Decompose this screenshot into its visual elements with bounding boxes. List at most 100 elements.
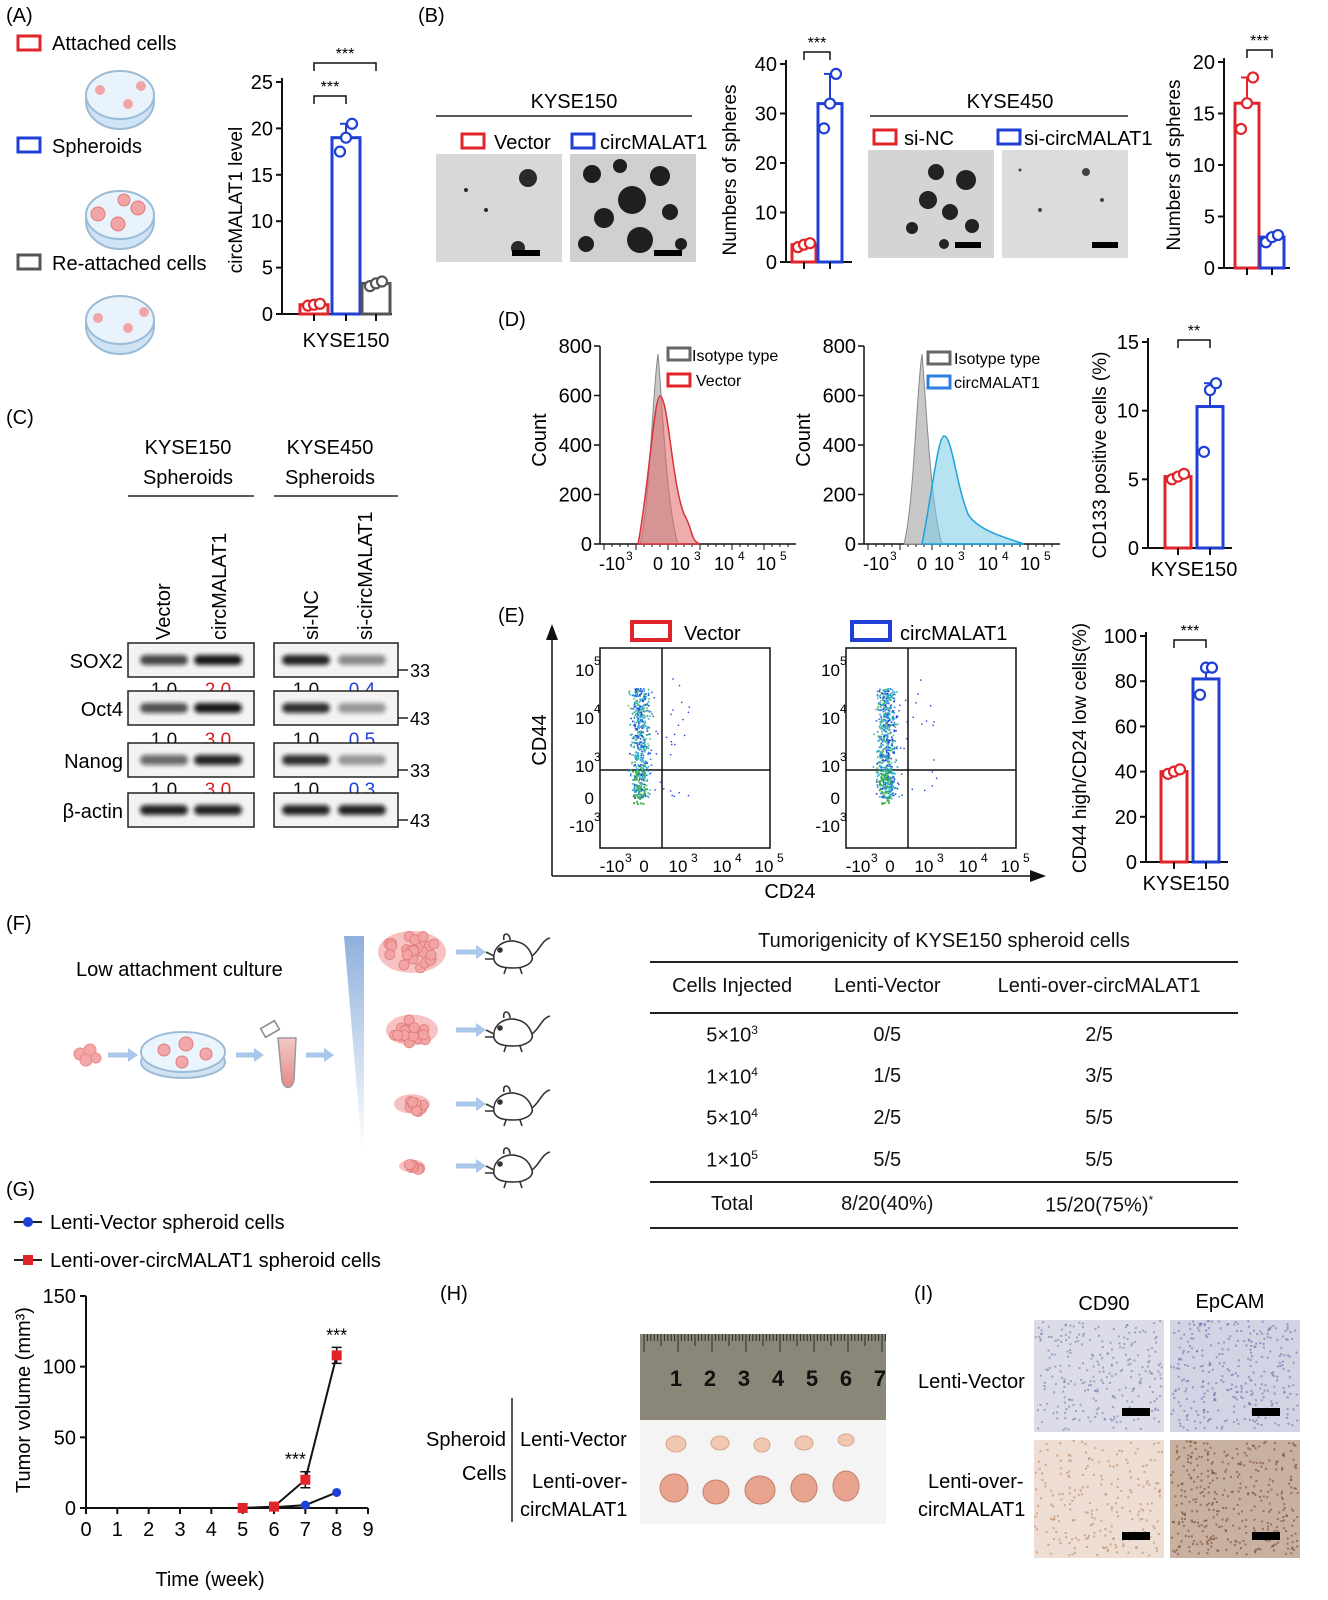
ihc-speck	[1202, 1495, 1205, 1498]
blot-band	[140, 655, 188, 665]
event-dot	[879, 754, 881, 757]
ihc-speck	[1295, 1351, 1298, 1354]
ihc-speck	[1280, 1496, 1283, 1499]
ihc-speck	[1039, 1374, 1042, 1377]
event-dot	[671, 743, 673, 746]
ihc-speck	[1207, 1320, 1210, 1323]
ihc-speck	[1170, 1413, 1173, 1416]
ihc-speck	[1250, 1509, 1253, 1512]
ihc-speck	[1236, 1322, 1239, 1325]
ihc-speck	[1064, 1323, 1067, 1326]
event-dot	[875, 720, 878, 722]
spheroid-cell	[398, 959, 410, 971]
event-dot	[641, 746, 643, 749]
spheroid-cell	[411, 1105, 422, 1117]
svg-text:4: 4	[981, 851, 988, 865]
event-dot	[634, 691, 636, 693]
event-dot	[875, 770, 878, 773]
ihc-speck	[1140, 1508, 1143, 1511]
event-dot	[885, 756, 888, 759]
event-dot	[647, 688, 650, 691]
ihc-speck	[1221, 1425, 1224, 1428]
svg-text:4: 4	[840, 702, 847, 716]
ihc-speck	[1067, 1355, 1070, 1358]
ihc-speck	[1072, 1403, 1075, 1406]
table-row: 5×103 0/5 2/5	[706, 1023, 1114, 1047]
event-dot	[889, 746, 891, 749]
ihc-speck	[1259, 1342, 1262, 1345]
ihc-speck	[1065, 1339, 1068, 1342]
ihc-speck	[1172, 1549, 1175, 1552]
event-dot	[886, 690, 888, 693]
ihc-speck	[1058, 1538, 1061, 1541]
ihc-speck	[1178, 1346, 1181, 1349]
ihc-speck	[1142, 1509, 1145, 1512]
ihc-speck	[1193, 1323, 1196, 1326]
ihc-speck	[1207, 1327, 1210, 1330]
hist-tick-label: 400	[559, 435, 592, 457]
ihc-speck	[1068, 1492, 1071, 1495]
dot-y-tick: 10	[821, 661, 840, 680]
ihc-speck	[1153, 1400, 1156, 1403]
event-dot	[884, 703, 886, 705]
ihc-speck	[1213, 1392, 1216, 1395]
event-dot	[883, 715, 885, 718]
ihc-speck	[1123, 1336, 1126, 1339]
ihc-speck	[1205, 1329, 1208, 1332]
ruler-number: 5	[806, 1366, 818, 1391]
ihc-speck	[1159, 1373, 1162, 1376]
event-dot	[878, 761, 880, 763]
event-dot	[889, 791, 891, 794]
event-dot	[644, 779, 646, 782]
ihc-speck	[1195, 1458, 1198, 1461]
event-dot	[889, 723, 892, 726]
event-dot	[893, 780, 895, 783]
event-dot	[892, 794, 895, 797]
ihc-speck	[1286, 1537, 1289, 1540]
ihc-speck	[1089, 1524, 1092, 1527]
event-dot	[880, 766, 883, 769]
event-dot	[877, 740, 880, 743]
event-dot	[663, 788, 665, 790]
spheroid-cell	[425, 949, 437, 961]
chart-tick-label: 40	[1115, 762, 1137, 784]
event-dot	[642, 779, 645, 782]
ihc-speck	[1215, 1501, 1218, 1504]
hist-x-tick: 0	[653, 554, 663, 574]
event-dot	[886, 726, 888, 728]
ihc-speck	[1289, 1486, 1292, 1489]
event-dot	[888, 741, 890, 744]
event-dot	[883, 729, 886, 732]
event-dot	[880, 755, 882, 758]
ihc-speck	[1054, 1365, 1057, 1368]
ihc-speck	[1256, 1332, 1259, 1335]
ihc-speck	[1179, 1424, 1182, 1427]
event-dot	[895, 758, 897, 761]
ihc-speck	[1217, 1409, 1220, 1412]
ihc-speck	[1214, 1399, 1217, 1402]
ihc-speck	[1245, 1454, 1248, 1457]
event-dot	[879, 764, 881, 767]
ihc-speck	[1267, 1329, 1270, 1332]
ihc-speck	[1101, 1411, 1104, 1414]
spheroid-cell	[408, 1022, 420, 1034]
ihc-speck	[1289, 1331, 1292, 1334]
ihc-speck	[1055, 1530, 1058, 1533]
ihc-speck	[1062, 1390, 1065, 1393]
b-sicirc-swatch	[996, 128, 1022, 146]
svg-text:4: 4	[594, 702, 601, 716]
event-dot	[883, 707, 886, 710]
ihc-speck	[1053, 1538, 1056, 1541]
event-dot	[880, 726, 882, 729]
event-dot	[888, 728, 891, 731]
panel-i-letter: (I)	[914, 1283, 933, 1305]
event-dot	[635, 742, 637, 744]
event-dot	[642, 725, 644, 728]
ihc-speck	[1071, 1499, 1074, 1502]
event-dot	[643, 790, 646, 793]
event-dot	[880, 738, 882, 740]
event-dot	[635, 771, 638, 774]
ihc-speck	[1226, 1323, 1229, 1326]
ihc-speck	[1285, 1416, 1288, 1419]
event-dot	[638, 791, 641, 794]
